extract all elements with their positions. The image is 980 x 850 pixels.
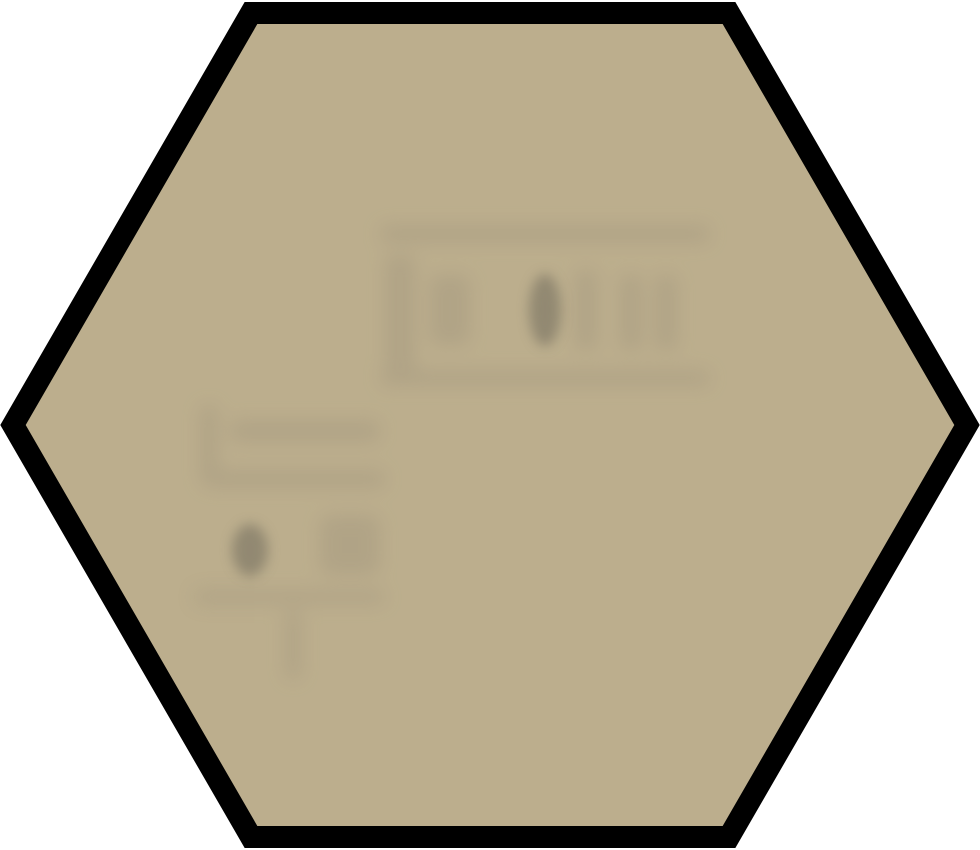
- texture-mark: [620, 275, 642, 350]
- texture-mark: [655, 275, 677, 350]
- texture-mark: [380, 225, 710, 243]
- terrain-spot: [529, 274, 561, 346]
- tile-texture: [195, 225, 710, 680]
- texture-mark: [430, 275, 470, 345]
- texture-mark: [205, 470, 385, 488]
- texture-mark: [575, 270, 597, 350]
- texture-mark: [285, 610, 301, 680]
- texture-mark: [320, 515, 380, 575]
- texture-mark: [230, 420, 380, 442]
- texture-mark: [200, 405, 218, 485]
- texture-mark: [195, 590, 385, 604]
- terrain-spot: [232, 524, 268, 576]
- texture-mark: [380, 370, 710, 386]
- texture-mark: [385, 255, 415, 375]
